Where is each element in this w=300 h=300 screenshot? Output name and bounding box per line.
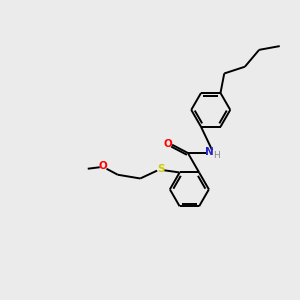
Text: N: N <box>205 147 214 157</box>
Text: O: O <box>98 161 107 171</box>
Text: H: H <box>213 151 220 160</box>
Text: S: S <box>157 164 164 175</box>
Text: O: O <box>164 140 172 149</box>
